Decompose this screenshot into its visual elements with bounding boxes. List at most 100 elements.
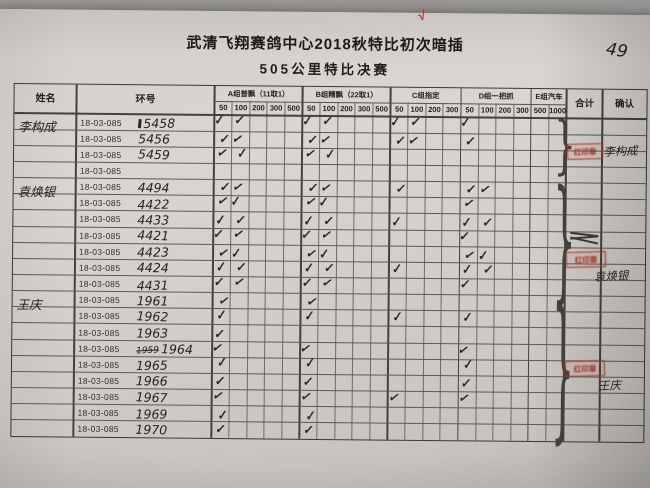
check-mark: ✓: [320, 274, 335, 291]
ring-prefix: 18-03-085: [77, 375, 120, 387]
ring-prefix: 18-03-085: [77, 407, 120, 419]
header-confirm: 确认: [614, 98, 635, 110]
ring-number-hand: 4422: [137, 196, 211, 213]
ring-number: 1962: [136, 308, 169, 325]
check-mark: ✓: [215, 193, 230, 209]
ring-number: 4494: [137, 179, 170, 196]
header-amount: 500: [533, 106, 547, 116]
grid-line: [263, 101, 268, 439]
check-mark: ✓: [394, 181, 407, 196]
grid-line: [439, 103, 444, 441]
ring-number: 1965: [135, 357, 168, 374]
ring-number: 5459: [137, 146, 171, 163]
grid-line: [474, 103, 480, 441]
header-group: A组普飘（11取1）: [227, 88, 290, 99]
header-amount: 500: [375, 104, 389, 114]
ring-number: 1969: [135, 406, 168, 422]
ring-number-hand: 1959 1964: [136, 341, 210, 359]
header-amount: 200: [498, 105, 512, 116]
entry-table: 姓名 环号 A组普飘（11取1） B组精飘（22取1） C组指定 D组一把抓 E组汽车 50 1…: [10, 83, 648, 458]
ring-number-corrected: 1959: [135, 345, 160, 357]
grid-line: [386, 87, 392, 440]
check-mark: ✓: [230, 193, 242, 209]
ring-number: 1970: [135, 421, 168, 438]
ring-number-hand: 5456: [138, 131, 212, 148]
check-mark: ✓: [210, 387, 226, 404]
ring-number-hand: 4421: [137, 227, 212, 246]
member-name: 王庆: [16, 296, 42, 312]
ring-number: 1964: [160, 341, 194, 358]
check-mark: ✓: [212, 227, 225, 242]
ring-number: 4431: [136, 277, 169, 293]
ring-prefix: 18-03-085: [80, 117, 122, 128]
header-amount: 300: [445, 105, 459, 115]
check-mark: ✓: [461, 262, 473, 278]
ring-number-hand: 1970: [135, 422, 209, 440]
ring-number-hand: 1965: [136, 357, 210, 374]
check-mark: ✓: [303, 308, 315, 324]
check-mark: ✓: [464, 134, 477, 149]
ring-number-hand: 1963: [136, 325, 210, 341]
header-group: B组精飘（22取1）: [315, 89, 378, 100]
paper-sheet: 武清飞翔赛鸽中心2018秋特比初次暗插 505公里特比决赛 49 √ 姓名 环号 A…: [0, 7, 650, 488]
check-mark: ✓: [459, 276, 472, 291]
form-title: 武清飞翔赛鸽中心2018秋特比初次暗插: [186, 34, 464, 55]
check-mark: ✓: [304, 355, 316, 372]
ring-number-hand: 5459: [138, 147, 213, 166]
check-mark: ✓: [462, 195, 477, 211]
member-name: 袁焕银: [17, 183, 56, 200]
check-mark: ✓: [215, 145, 230, 161]
check-mark: ✓: [232, 226, 247, 242]
header-group: E组汽车: [535, 91, 563, 102]
grid-line: [72, 84, 78, 437]
check-mark: ✓: [214, 421, 227, 436]
check-mark: ✓: [213, 112, 225, 128]
ring-number: 1967: [135, 388, 168, 405]
check-mark: ✓: [458, 229, 471, 244]
header-amount: 200: [428, 105, 441, 115]
check-mark: ✓: [477, 181, 493, 197]
red-seal-stamp: 红印章: [565, 251, 607, 269]
ring-number: 4423: [137, 244, 169, 260]
grid-line: [509, 103, 515, 441]
ring-prefix: 18-03-085: [79, 165, 122, 177]
check-mark: ✓: [390, 213, 402, 230]
check-mark: ✓: [460, 114, 472, 131]
ring-number: 1961: [136, 292, 169, 309]
ring-prefix: 18-03-085: [79, 230, 121, 241]
check-mark: ✓: [303, 260, 315, 277]
ring-number-hand: 4431: [137, 277, 211, 294]
grid-line: [404, 102, 409, 440]
check-mark: ✓: [235, 260, 248, 275]
check-mark: ✓: [391, 261, 403, 278]
form-subtitle: 505公里特比决赛: [259, 61, 391, 78]
header-amount: 300: [357, 104, 371, 114]
check-mark: ✓: [457, 390, 472, 406]
grid-line: [281, 101, 286, 439]
ring-prefix: 18-03-085: [80, 133, 122, 144]
grid-line: [545, 104, 550, 442]
check-mark: ✓: [234, 113, 247, 128]
ring-prefix: 18-03-085: [78, 294, 121, 306]
ring-number: 4422: [137, 196, 170, 212]
ring-prefix: 18-03-085: [79, 181, 122, 193]
ring-prefix: 18-03-085: [78, 327, 120, 338]
check-mark: ✓: [460, 376, 473, 391]
ring-number-hand: 1969: [136, 406, 210, 422]
check-mark: ✓: [389, 114, 401, 130]
header-amount: 100: [480, 105, 494, 115]
ring-number: 4424: [136, 260, 169, 276]
ring-number-hand: 1967: [135, 389, 210, 408]
red-seal-stamp: 红印章: [564, 360, 606, 378]
check-mark: ✓: [322, 114, 335, 129]
ink-blot: [137, 118, 142, 129]
check-mark: ✓: [410, 114, 423, 129]
ring-number: 5456: [138, 131, 171, 147]
ring-number-hand: 1966: [136, 374, 210, 391]
check-mark: ✓: [325, 146, 337, 163]
ring-prefix: 18-03-085: [79, 214, 121, 225]
header-group: D组一把抓: [478, 91, 514, 101]
check-mark: ✓: [407, 133, 422, 149]
ring-number: 1963: [136, 325, 169, 341]
check-mark: ✓: [301, 113, 313, 129]
